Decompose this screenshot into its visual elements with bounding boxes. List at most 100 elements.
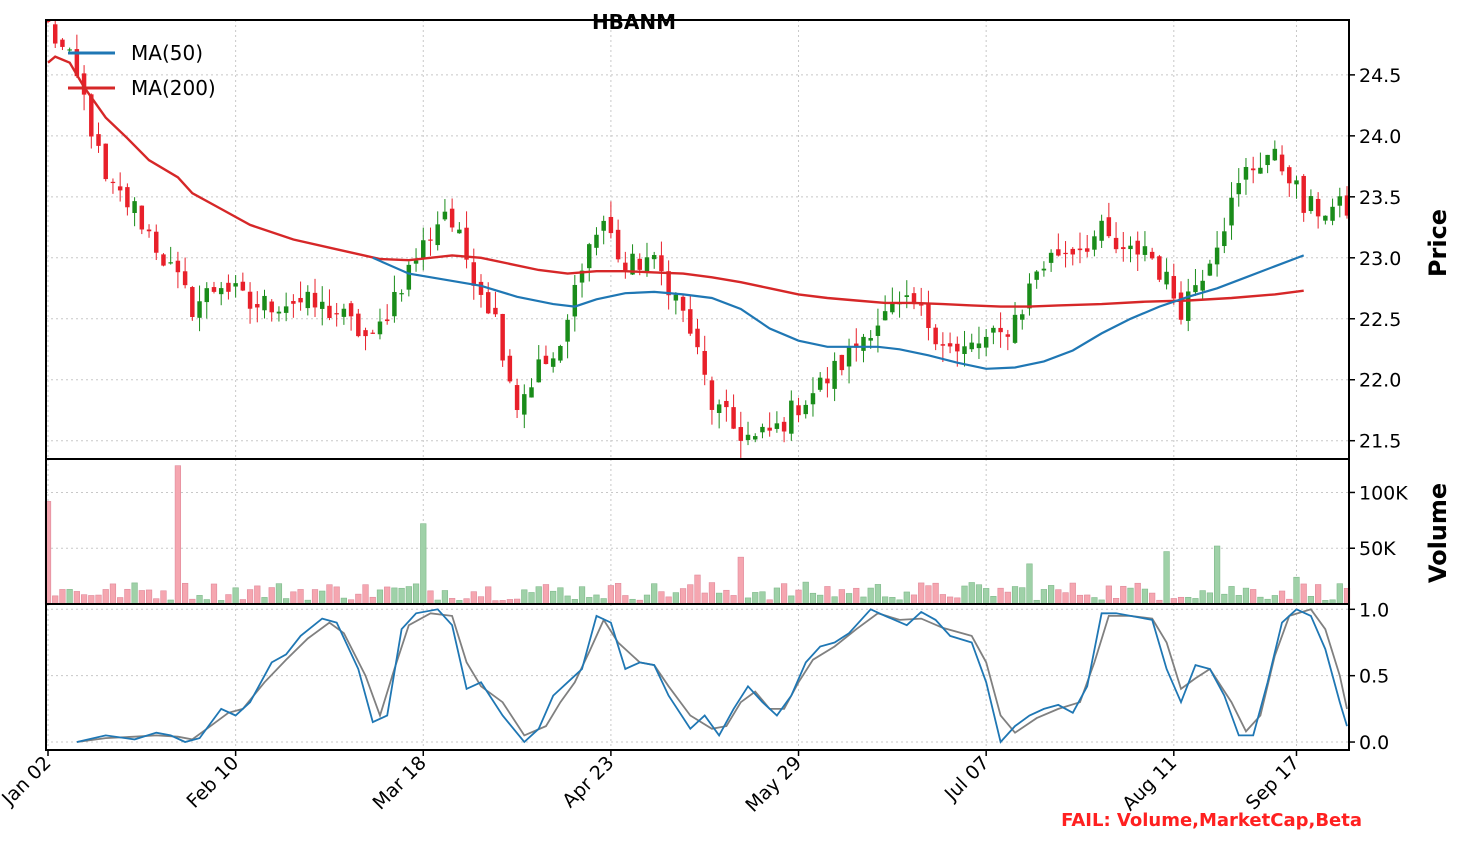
candle-body bbox=[1337, 196, 1343, 206]
price-tick-label: 24.0 bbox=[1359, 126, 1401, 148]
candle-body bbox=[182, 271, 188, 286]
volume-bar bbox=[1062, 592, 1069, 605]
candle-body bbox=[168, 262, 173, 264]
x-tick-label: Jan 02 bbox=[0, 752, 56, 810]
volume-bar bbox=[607, 585, 615, 605]
volume-bar bbox=[550, 590, 557, 605]
volume-bar bbox=[232, 587, 239, 605]
volume-bar bbox=[1315, 584, 1322, 605]
candle-body bbox=[550, 358, 556, 367]
candle-body bbox=[161, 254, 166, 266]
candle-body bbox=[96, 134, 101, 146]
candle-body bbox=[1092, 236, 1097, 250]
volume-bar bbox=[268, 587, 275, 605]
candle-body bbox=[969, 342, 974, 350]
volume-bar bbox=[398, 587, 405, 605]
volume-bar bbox=[542, 584, 550, 605]
candle-body bbox=[1027, 283, 1032, 309]
candle-body bbox=[312, 292, 318, 308]
candle-body bbox=[731, 407, 736, 429]
volume-bar bbox=[196, 595, 203, 605]
volume-bar bbox=[1163, 551, 1170, 605]
candle-body bbox=[435, 224, 440, 246]
volume-bar bbox=[882, 596, 889, 605]
candle-body bbox=[1207, 263, 1213, 276]
stochastic-tick-label: 0.0 bbox=[1359, 732, 1389, 754]
candle-body bbox=[983, 336, 989, 348]
candle-body bbox=[1301, 175, 1306, 213]
candle-body bbox=[334, 313, 339, 315]
volume-bar bbox=[679, 588, 687, 605]
candle-body bbox=[1106, 217, 1112, 237]
candle-body bbox=[1222, 231, 1227, 247]
candle-body bbox=[327, 305, 332, 319]
volume-bar bbox=[983, 588, 990, 605]
candle-body bbox=[1294, 180, 1299, 185]
candle-body bbox=[442, 211, 448, 220]
candle-body bbox=[565, 319, 570, 342]
candle-body bbox=[947, 343, 953, 347]
candle-body bbox=[110, 181, 116, 184]
candle-body bbox=[868, 338, 873, 341]
candle-body bbox=[587, 244, 592, 269]
candle-body bbox=[262, 295, 267, 311]
volume-bar bbox=[1228, 586, 1235, 605]
volume-bar bbox=[95, 594, 102, 605]
volume-bar bbox=[672, 592, 679, 605]
volume-bar bbox=[1134, 582, 1141, 605]
ma200-line bbox=[47, 55, 1304, 308]
candle-body bbox=[1157, 256, 1162, 280]
candle-body bbox=[67, 49, 72, 51]
x-tick-label: Aug 11 bbox=[1118, 752, 1181, 815]
volume-bar bbox=[1293, 576, 1300, 605]
candle-body bbox=[601, 220, 606, 231]
volume-bar bbox=[975, 584, 983, 605]
candle-body bbox=[594, 234, 599, 248]
volume-bar bbox=[1242, 587, 1250, 605]
candle-body bbox=[825, 378, 830, 384]
volume-bar bbox=[1127, 587, 1134, 605]
candle-body bbox=[276, 311, 282, 314]
candle-body bbox=[716, 404, 722, 413]
candle-body bbox=[406, 264, 412, 290]
volume-tick-label: 100K bbox=[1359, 482, 1408, 504]
candle-body bbox=[478, 281, 484, 295]
volume-bar bbox=[1048, 585, 1055, 605]
volume-bar bbox=[939, 594, 946, 605]
candle-body bbox=[962, 346, 967, 354]
candle-body bbox=[464, 227, 469, 260]
candle-body bbox=[1149, 251, 1155, 259]
candle-body bbox=[1315, 198, 1321, 217]
candle-body bbox=[637, 258, 642, 270]
candle-body bbox=[74, 49, 80, 77]
volume-bar bbox=[1105, 585, 1112, 605]
volume-bar bbox=[593, 594, 600, 605]
candle-body bbox=[1186, 291, 1191, 321]
volume-bar bbox=[903, 591, 910, 605]
stochastic-lines bbox=[76, 608, 1348, 744]
candle-body bbox=[781, 421, 787, 432]
volume-bar bbox=[932, 582, 939, 605]
price-tick-label: 21.5 bbox=[1359, 431, 1401, 453]
ma50-line bbox=[372, 254, 1305, 370]
volume-bar bbox=[1307, 596, 1315, 605]
candle-body bbox=[918, 304, 924, 306]
volume-bar bbox=[427, 590, 434, 605]
price-axis-label: Price bbox=[1424, 209, 1452, 277]
candle-body bbox=[449, 208, 455, 228]
candle-body bbox=[673, 294, 679, 301]
volume-bar bbox=[246, 589, 254, 605]
candle-body bbox=[1214, 247, 1220, 265]
volume-bar bbox=[795, 589, 802, 605]
candle-body bbox=[861, 336, 866, 351]
volume-bar bbox=[485, 586, 492, 605]
candle-body bbox=[363, 330, 368, 337]
candle-body bbox=[500, 313, 505, 361]
volume-bar bbox=[66, 589, 73, 605]
volume-bar bbox=[845, 593, 853, 605]
candle-body bbox=[1193, 285, 1198, 293]
candle-body bbox=[1084, 248, 1090, 252]
x-tick-label: Jul 07 bbox=[940, 752, 994, 806]
candle-body bbox=[255, 304, 260, 308]
candle-body bbox=[1121, 247, 1126, 250]
